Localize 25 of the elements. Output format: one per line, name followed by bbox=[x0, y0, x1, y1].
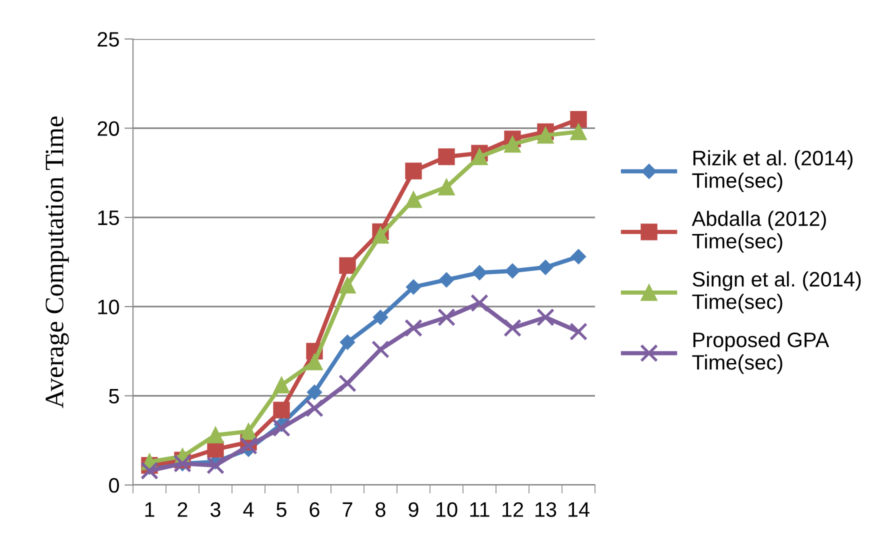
x-tick-label: 11 bbox=[470, 502, 490, 517]
x-tick-label: 10 bbox=[436, 502, 458, 517]
legend-label: Rizik et al. (2014) Time(sec) bbox=[692, 150, 853, 192]
x-tick-label: 3 bbox=[210, 502, 220, 517]
x-tick-label: 12 bbox=[502, 502, 524, 517]
y-axis-title: Average Computation Time bbox=[46, 116, 69, 408]
x-tick-label: 6 bbox=[310, 502, 320, 517]
y-tick-label: 15 bbox=[98, 210, 119, 226]
x-tick-label: 2 bbox=[178, 502, 188, 517]
legend-label: Singn et al. (2014) Time(sec) bbox=[692, 271, 861, 314]
x-tick-label: 5 bbox=[276, 502, 286, 517]
x-tick-label: 7 bbox=[342, 502, 352, 517]
x-tick-label: 1 bbox=[145, 502, 154, 517]
legend-label: Proposed GPA Time(sec) bbox=[692, 332, 830, 374]
y-tick-label: 0 bbox=[109, 478, 119, 493]
x-tick-label: 8 bbox=[376, 502, 386, 517]
legend-label: Abdalla (2012) Time(sec) bbox=[692, 210, 826, 253]
x-tick-label: 13 bbox=[536, 502, 556, 517]
y-tick-label: 25 bbox=[98, 32, 119, 47]
x-tick-label: 14 bbox=[568, 502, 590, 517]
y-tick-label: 5 bbox=[109, 389, 119, 404]
x-tick-label: 9 bbox=[408, 502, 418, 517]
x-tick-label: 4 bbox=[243, 502, 254, 517]
y-tick-label: 10 bbox=[98, 300, 119, 314]
y-tick-label: 20 bbox=[98, 121, 119, 136]
